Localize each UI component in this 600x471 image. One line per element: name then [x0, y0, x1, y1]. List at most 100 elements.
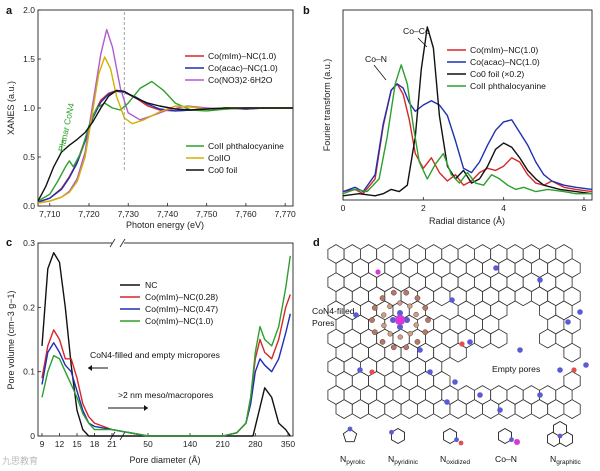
- carbon-ring-atom: [403, 344, 410, 351]
- carbon-ring-atom: [407, 330, 413, 337]
- species-subscript: oxidized: [446, 459, 470, 466]
- panel-b-xlabel: Radial distance (Å): [429, 216, 505, 226]
- co-co-pointer: [417, 37, 428, 48]
- panel-a-series-line-5: [37, 89, 293, 202]
- panel-b-ylabel: Fourier transform (a.u.): [322, 59, 332, 152]
- panel-a-legend-bottom: CoII phthalocyanine CoIIO Co0 foil: [186, 141, 284, 175]
- nitrogen-atom: [452, 379, 458, 385]
- panel-a-xtick-label: 7,770: [275, 209, 297, 219]
- carbon-ring-atom: [407, 303, 413, 309]
- panel-a-xlabel: Photon energy (eV): [126, 220, 204, 230]
- panel-a-ylabel: XANES (a.u.): [6, 81, 16, 135]
- panel-c-xtick-label: 50: [143, 439, 153, 449]
- oxygen-atom: [459, 341, 465, 347]
- panel-a-legend-top: Co(mIm)–NC(1.0) Co(acac)–NC(1.0) Co(NO3)…: [185, 51, 278, 85]
- panel-c-xtick-label: 350: [281, 439, 295, 449]
- legend-a-label-mim: Co(mIm)–NC(1.0): [208, 51, 276, 61]
- nitrogen-atom: [467, 339, 473, 345]
- panel-a-xtick-label: 7,760: [235, 209, 257, 219]
- nitrogen-atom: [477, 392, 483, 398]
- panel-c-ytick-label: 0.2: [23, 302, 35, 312]
- nitrogen-atom: [583, 362, 589, 368]
- nitrogen-atom: [397, 310, 403, 316]
- panel-a-series-line-3: [37, 80, 293, 202]
- panel-a-ytick-label: 2.0: [23, 5, 35, 15]
- panel-b-series-line-3: [342, 64, 592, 195]
- carbon-ring-atom: [371, 305, 378, 311]
- panel-b-xtick-label: 4: [501, 203, 506, 213]
- oxidized-ring-icon: [443, 427, 457, 445]
- carbon-ring-atom: [381, 322, 387, 329]
- axis-break-top-gap: [112, 238, 124, 248]
- nitrogen-atom: [537, 392, 543, 398]
- carbon-ring-atom: [379, 295, 386, 301]
- carbon-ring-atom: [414, 295, 421, 301]
- axis-break-mark: [109, 238, 116, 248]
- legend-b-label-acac: Co(acac)–NC(1.0): [470, 57, 540, 67]
- empty-pores-label: Empty pores: [492, 364, 540, 374]
- panel-c-xtick-label: 140: [183, 439, 197, 449]
- panel-a-xtick-label: 7,710: [39, 209, 61, 219]
- nitrogen-atom: [404, 317, 410, 323]
- carbon-ring-atom: [387, 331, 393, 337]
- species-label: Noxidized: [440, 454, 470, 466]
- nitrogen-atom: [347, 426, 353, 432]
- micropores-annotation: CoN4-filled and empty micropores: [90, 350, 220, 360]
- panel-a-ytick-label: 1.5: [23, 54, 35, 64]
- panel-a-ytick-label: 0.0: [23, 201, 35, 211]
- graphene-ring: [449, 342, 467, 363]
- carbon-ring-atom: [422, 329, 429, 335]
- co-n-pointer: [373, 64, 387, 81]
- graphene-ring: [563, 399, 581, 419]
- graphene-ring: [563, 342, 581, 363]
- panel-b-legend: Co(mIm)–NC(1.0) Co(acac)–NC(1.0) Co0 foi…: [447, 45, 546, 91]
- panel-c-pore-chart: 9 12 15 18 21 50 140 210 280 350 0 0.1 0.2 0.3 Pore d…: [6, 238, 295, 465]
- graphene-ring: [539, 328, 557, 349]
- legend-c-label-nc: NC: [145, 280, 157, 290]
- panel-c-ytick-label: 0.1: [23, 367, 35, 377]
- cobalt-atom: [514, 439, 520, 445]
- con4-filled-label: CoN4-filled: [312, 306, 355, 316]
- mesopores-arrowhead: [144, 405, 148, 411]
- carbon-ring-atom: [422, 305, 429, 311]
- species-subscript: pyrolic: [346, 459, 366, 466]
- carbon-ring-atom: [397, 334, 403, 340]
- panel-c-ytick-label: 0: [30, 431, 35, 441]
- legend-b-label-mim: Co(mIm)–NC(1.0): [470, 45, 538, 55]
- species-label: Npyrolic: [340, 454, 366, 466]
- carbon-ring-atom: [381, 312, 387, 318]
- oxygen-atom: [458, 440, 464, 446]
- nitrogen-atom: [357, 367, 363, 373]
- cobalt-atom: [394, 314, 406, 326]
- nitrogen-atom: [427, 369, 433, 375]
- co-co-annotation: Co–Co: [403, 26, 430, 36]
- panel-c-xtick-label: 15: [72, 439, 82, 449]
- panel-c-ytick-label: 0.3: [23, 238, 35, 248]
- legend-c-label-047: Co(mIm)–NC(0.47): [145, 304, 218, 314]
- carbon-ring-atom: [403, 289, 410, 296]
- pyridinic-ring-icon: [391, 427, 405, 445]
- panel-a-xanes-chart: 7,710 7,720 7,730 7,740 7,750 7,760 7,770 0.0 0.…: [6, 5, 296, 230]
- panel-c-series-line-0: [41, 251, 291, 437]
- carbon-ring-atom: [379, 339, 386, 345]
- carbon-ring-atom: [413, 322, 419, 328]
- watermark: 九思教育: [2, 455, 38, 466]
- nitrogen-atom: [509, 437, 514, 443]
- co-n-ring-icon: [498, 427, 512, 445]
- nitrogen-atom: [389, 429, 394, 435]
- carbon-ring-atom: [413, 311, 419, 318]
- legend-a-label-coo: CoIIO: [208, 153, 231, 163]
- co-n-annotation: Co–N: [365, 54, 387, 64]
- nitrogen-atom: [454, 437, 459, 443]
- panel-a-ytick-label: 1.0: [23, 103, 35, 113]
- panel-c-xtick-label: 9: [40, 439, 45, 449]
- legend-a-label-foil: Co0 foil: [208, 165, 237, 175]
- panel-c-xtick-label: 12: [55, 439, 65, 449]
- panel-c-xtick-label: 18: [90, 439, 100, 449]
- nitrogen-atom: [497, 407, 503, 413]
- legend-a-label-nitrate: Co(NO3)2·6H2O: [208, 75, 273, 85]
- nitrogen-atom: [557, 433, 563, 439]
- panel-b-xtick-label: 6: [582, 203, 587, 213]
- panel-a-xtick-label: 7,750: [196, 209, 218, 219]
- panel-c-xtick-label: 210: [216, 439, 230, 449]
